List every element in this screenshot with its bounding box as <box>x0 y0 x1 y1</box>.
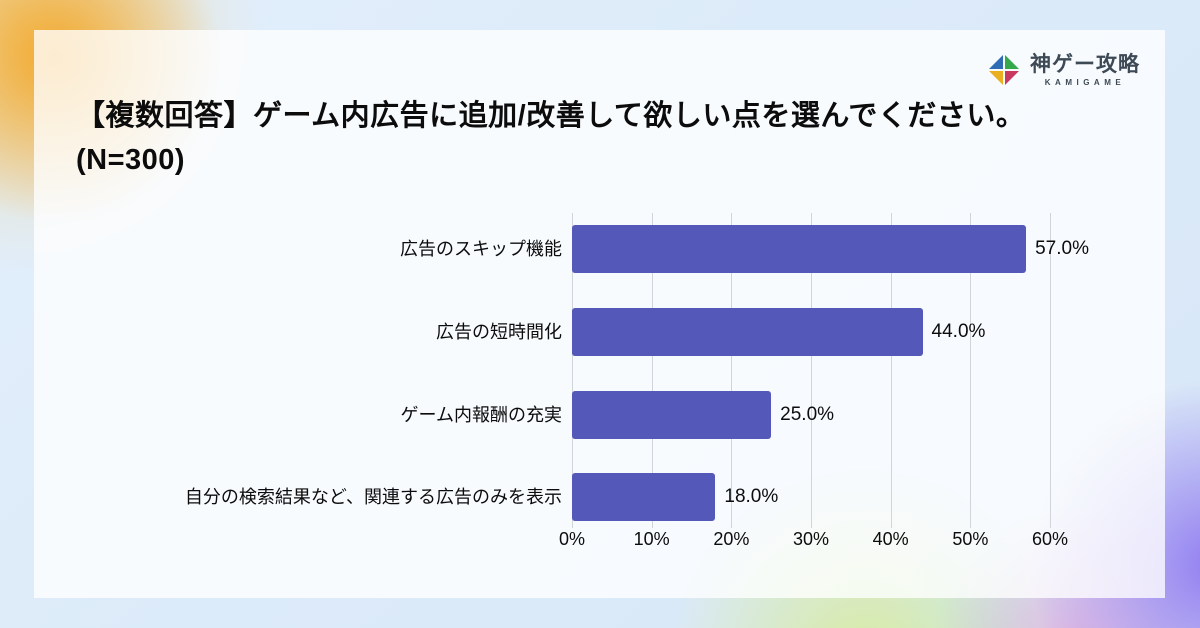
gridline <box>890 213 892 528</box>
x-tick-label: 40% <box>872 529 909 549</box>
kamigame-logo: 神ゲー攻略 KAMIGAME <box>986 52 1140 88</box>
plot-area: 57.0% 44.0% 25.0% 18.0% <box>572 213 1092 528</box>
x-tick-label: 0% <box>558 529 586 549</box>
bar <box>572 390 772 439</box>
x-tick-label: 30% <box>792 529 830 549</box>
gridline <box>1050 213 1051 528</box>
chart-title: 【複数回答】ゲーム内広告に追加/改善して欲しい点を選んでください。 (N=300… <box>76 94 1076 182</box>
bar-value-label: 18.0% <box>724 486 779 508</box>
category-label: 自分の検索結果など、関連する広告のみを表示 <box>184 487 562 508</box>
category-labels: 広告のスキップ機能広告の短時間化ゲーム内報酬の充実自分の検索結果など、関連する広… <box>34 213 562 528</box>
chart-title-line2: (N=300) <box>76 144 186 176</box>
x-tick-label: 10% <box>633 529 670 549</box>
bar <box>572 307 923 356</box>
gridline <box>970 213 972 528</box>
category-label: 広告の短時間化 <box>436 321 562 342</box>
logo-subtitle: KAMIGAME <box>1044 77 1126 87</box>
kamigame-pinwheel-icon <box>986 52 1022 88</box>
x-tick-label: 50% <box>952 529 989 549</box>
bar-value-label: 25.0% <box>780 403 835 425</box>
chart-title-line1: 【複数回答】ゲーム内広告に追加/改善して欲しい点を選んでください。 <box>76 100 1026 132</box>
bar <box>572 225 1027 273</box>
bar-value-label: 44.0% <box>931 320 986 342</box>
bar <box>572 473 716 522</box>
gridline <box>572 213 573 528</box>
bar-value-label: 57.0% <box>1035 238 1089 259</box>
logo-name: 神ゲー攻略 <box>1030 52 1140 76</box>
category-label: ゲーム内報酬の充実 <box>400 404 562 425</box>
gridline <box>651 213 653 528</box>
logo-text: 神ゲー攻略 KAMIGAME <box>1030 54 1140 87</box>
gridline <box>731 213 733 528</box>
x-tick-label: 60% <box>1031 529 1069 549</box>
gridline <box>811 213 812 528</box>
x-axis: 0% 10% 20% 30% 40% 50% 60% <box>34 529 1165 553</box>
survey-card: 神ゲー攻略 KAMIGAME 【複数回答】ゲーム内広告に追加/改善して欲しい点を… <box>34 30 1165 598</box>
x-tick-label: 20% <box>713 529 750 549</box>
category-label: 広告のスキップ機能 <box>400 239 562 259</box>
